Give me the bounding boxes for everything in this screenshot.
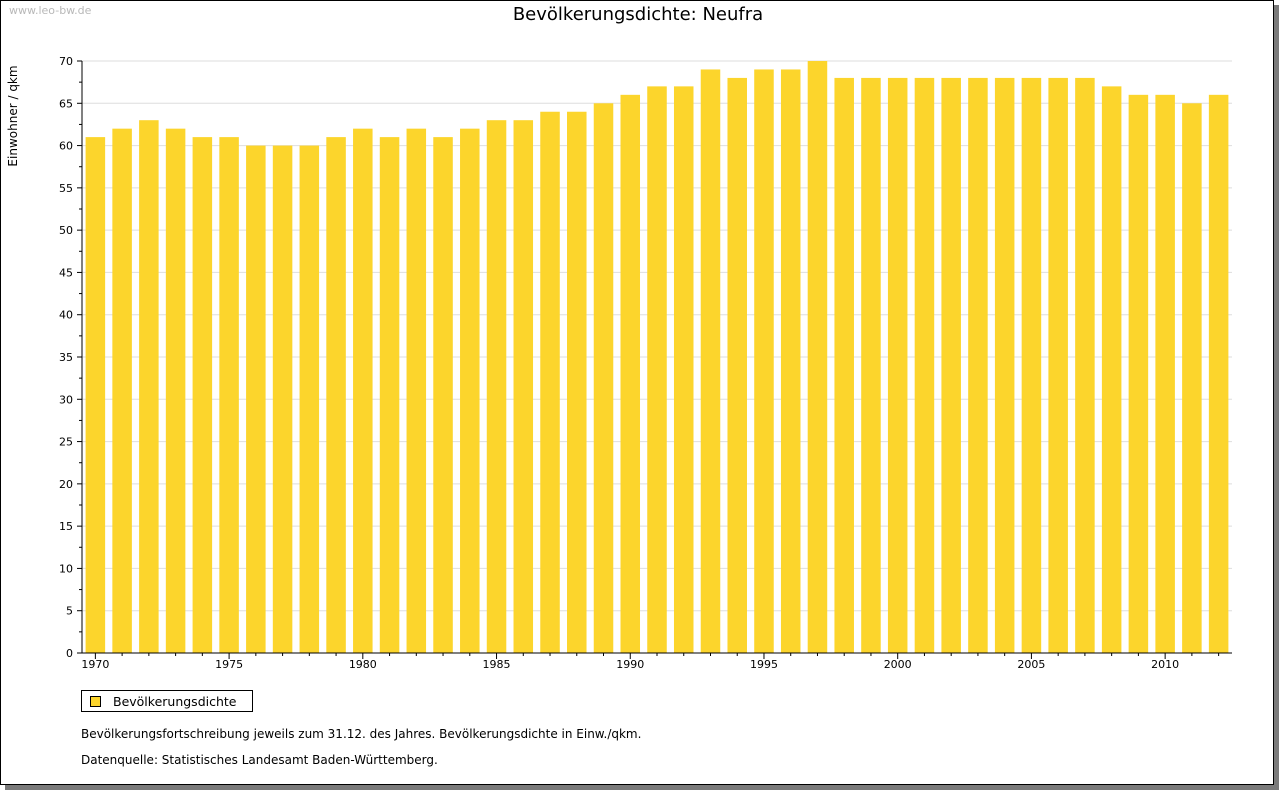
bar-2008	[1101, 86, 1122, 654]
bar-1980	[353, 128, 373, 653]
bar-2009	[1128, 94, 1149, 653]
footnote-source: Datenquelle: Statistisches Landesamt Bad…	[81, 753, 438, 767]
legend-swatch	[90, 695, 101, 707]
bar-1986	[513, 120, 534, 653]
bar-1982	[406, 128, 427, 653]
x-tick-label-1975: 1975	[215, 658, 243, 671]
x-tick-label-1995: 1995	[750, 658, 778, 671]
x-tick-label-1980: 1980	[349, 658, 377, 671]
y-tick-label-35: 35	[59, 351, 73, 364]
y-tick-label-5: 5	[66, 605, 73, 618]
bar-1977	[272, 145, 293, 653]
y-tick-label-40: 40	[59, 309, 73, 322]
y-tick-label-15: 15	[59, 520, 73, 533]
bar-1985	[486, 120, 507, 653]
bar-1981	[379, 137, 400, 654]
bar-2004	[994, 77, 1015, 653]
bar-2007	[1075, 77, 1095, 653]
bar-1988	[567, 111, 587, 654]
bar-2005	[1021, 77, 1042, 653]
axes: 0 5 10 15 20 25 30 35 40 45 50 55 60 65 70 1970 1975 1980…	[59, 55, 1232, 671]
bar-1991	[647, 86, 667, 654]
footnote-method: Bevölkerungsfortschreibung jeweils zum 3…	[81, 727, 642, 741]
bar-2006	[1048, 77, 1068, 653]
bar-2011	[1182, 103, 1202, 654]
bar-1994	[727, 77, 747, 653]
y-tick-label-10: 10	[59, 562, 73, 575]
bar-1989	[593, 103, 614, 654]
bar-1992	[673, 86, 694, 654]
y-tick-label-0: 0	[66, 647, 73, 660]
bar-1970	[85, 137, 106, 654]
bar-1983	[433, 137, 453, 654]
y-tick-label-70: 70	[59, 55, 73, 68]
bar-1976	[246, 145, 266, 653]
bar-1972	[139, 120, 159, 653]
x-tick-label-1985: 1985	[483, 658, 511, 671]
x-tick-label-2005: 2005	[1017, 658, 1045, 671]
bar-1998	[834, 77, 854, 653]
bar-1975	[219, 137, 239, 654]
bar-1993	[700, 69, 721, 653]
bar-2010	[1155, 94, 1175, 653]
y-tick-label-65: 65	[59, 97, 73, 110]
y-tick-label-55: 55	[59, 182, 73, 195]
bar-1984	[460, 128, 480, 653]
bar-2012	[1208, 94, 1229, 653]
bar-2003	[968, 77, 988, 653]
bar-2000	[887, 77, 908, 653]
watermark: www.leo-bw.de	[9, 4, 92, 17]
y-tick-label-20: 20	[59, 478, 73, 491]
bar-1995	[754, 69, 774, 653]
bar-2002	[941, 77, 961, 653]
y-axis-label: Einwohner / qkm	[6, 65, 20, 166]
x-tick-label-1990: 1990	[616, 658, 644, 671]
y-tick-label-50: 50	[59, 224, 73, 237]
chart-title: Bevölkerungsdichte: Neufra	[512, 4, 764, 25]
y-tick-label-25: 25	[59, 436, 73, 449]
bar-1999	[861, 77, 881, 653]
bar-1979	[326, 137, 346, 654]
bar-1973	[165, 128, 186, 653]
bar-1996	[780, 69, 801, 653]
x-tick-label-2000: 2000	[884, 658, 912, 671]
x-tick-label-2010: 2010	[1151, 658, 1179, 671]
legend: Bevölkerungsdichte	[81, 690, 253, 712]
bar-1987	[540, 111, 560, 654]
bar-2001	[914, 77, 935, 653]
chart-svg: 0 5 10 15 20 25 30 35 40 45 50 55 60 65 70 1970 1975 1980…	[6, 55, 1232, 671]
bars	[85, 61, 1229, 654]
bar-1971	[112, 128, 132, 653]
y-tick-label-60: 60	[59, 140, 73, 153]
bar-1974	[192, 137, 213, 654]
bar-1978	[299, 145, 320, 653]
y-tick-label-45: 45	[59, 266, 73, 279]
bar-1997	[807, 61, 828, 653]
y-tick-label-30: 30	[59, 393, 73, 406]
legend-label: Bevölkerungsdichte	[113, 693, 237, 709]
bar-1990	[620, 94, 641, 653]
x-tick-label-1970: 1970	[81, 658, 109, 671]
